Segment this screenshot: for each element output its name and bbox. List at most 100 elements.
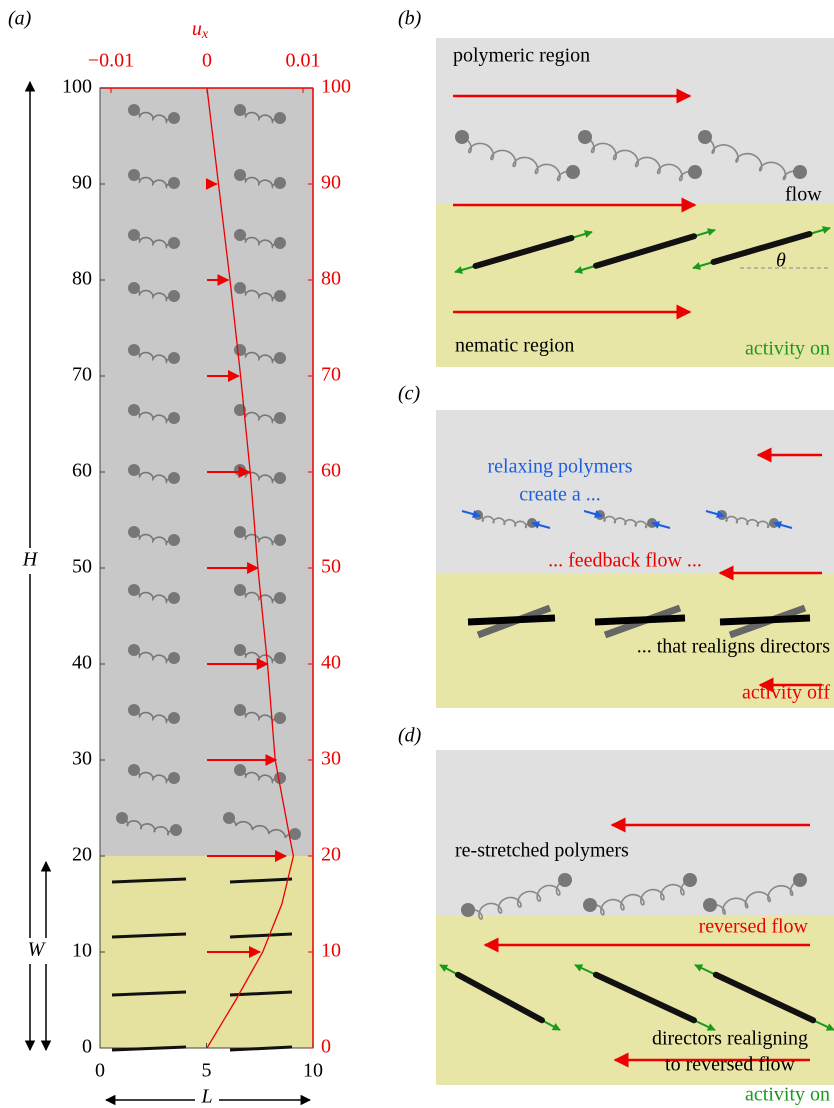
polymer-bead [168,772,180,784]
polymer-bead [234,169,246,181]
y2-tick-label: 60 [321,460,341,482]
polymer-bead [274,112,286,124]
axis-label-main: u [192,18,202,40]
u-tick-label: 0 [202,50,212,72]
label-bg [20,548,40,574]
polymer-bead [234,464,246,476]
polymer-bead [558,873,572,887]
y2-tick-label: 90 [321,172,341,194]
y2-tick-label: 30 [321,748,341,770]
y2-tick-label: 40 [321,652,341,674]
note: relaxing polymers [488,456,633,478]
director [472,235,575,269]
polymer-bead [128,764,140,776]
polymer-bead [168,352,180,364]
y-tick-label: 70 [72,364,92,386]
polymer-bead [274,472,286,484]
w-label: W [28,939,47,961]
director [229,990,293,997]
director [594,614,686,626]
polymer-coil [239,174,281,189]
relax-arrow [531,521,551,529]
polymer-bead [234,104,246,116]
polymer-coil [239,234,281,249]
y-tick-label: 0 [82,1036,92,1058]
polymer-coil [599,514,653,529]
polymer-bead [274,712,286,724]
polymer-coil [133,234,175,249]
x-tick-label: 0 [95,1060,105,1082]
polymer-coil [133,409,175,424]
polymer-bead [234,344,246,356]
u-tick-label: 0.01 [286,50,321,72]
polymer-coil [228,817,296,839]
polymer-coil [239,769,281,784]
y-tick-label: 20 [72,844,92,866]
panel-label: (d) [398,725,422,747]
polymer-bead [168,112,180,124]
region-label: nematic region [455,335,574,357]
polymer-bead [289,828,301,840]
director [111,990,187,997]
polymer-bead [168,237,180,249]
y2-tick-label: 0 [321,1036,331,1058]
y-tick-label: 90 [72,172,92,194]
polymer-bead [128,282,140,294]
relax-arrow [773,521,793,529]
activity-label: activity on [745,1084,830,1106]
polymer-coil [133,531,175,546]
y2-tick-label: 20 [321,844,341,866]
polymer-bead [274,592,286,604]
activity-label: activity on [745,338,830,360]
polymer-bead [274,652,286,664]
note: to reversed flow [665,1054,796,1076]
x-tick-label: 5 [202,1060,212,1082]
y-tick-label: 80 [72,268,92,290]
velocity-profile [206,87,295,1049]
polymer-bead [128,526,140,538]
polymer-coil [477,514,533,529]
polymer-coil [133,287,175,302]
activity-label: activity off [742,682,830,704]
y-tick-label: 100 [62,76,92,98]
polymer-coil [704,136,801,181]
polymer-bead [455,130,469,144]
relax-arrow [651,521,671,529]
director [111,877,187,884]
polymer-coil [133,349,175,364]
polymer-coil [133,649,175,664]
angle-label: θ [776,250,786,272]
polymer-coil [239,287,281,302]
polymer-coil [239,409,281,424]
polymer-coil [239,589,281,604]
x-tick-label: 10 [303,1060,323,1082]
polymer-bead [234,584,246,596]
polymer-bead [168,592,180,604]
polymeric-bg [436,38,834,204]
polymer-coil [467,879,566,920]
polymer-coil [589,879,691,916]
y2-tick-label: 50 [321,556,341,578]
director [229,932,293,939]
note: directors realigning [652,1028,808,1050]
l-label: L [200,1086,212,1108]
polymer-bead [128,584,140,596]
panel-label: (a) [8,8,32,30]
director [111,1045,187,1052]
director [111,932,187,939]
polymer-bead [274,412,286,424]
polymer-coil [121,817,177,836]
polymer-bead [234,282,246,294]
polymer-bead [234,764,246,776]
polymer-bead [128,344,140,356]
polymer-bead [223,812,235,824]
note: re-stretched polymers [455,840,629,862]
polymer-bead [128,404,140,416]
director [455,971,545,1024]
relax-arrow [461,510,481,518]
polymer-bead [168,652,180,664]
director [719,614,811,626]
polymer-bead [793,873,807,887]
y-tick-label: 50 [72,556,92,578]
polymer-coil [133,109,175,124]
